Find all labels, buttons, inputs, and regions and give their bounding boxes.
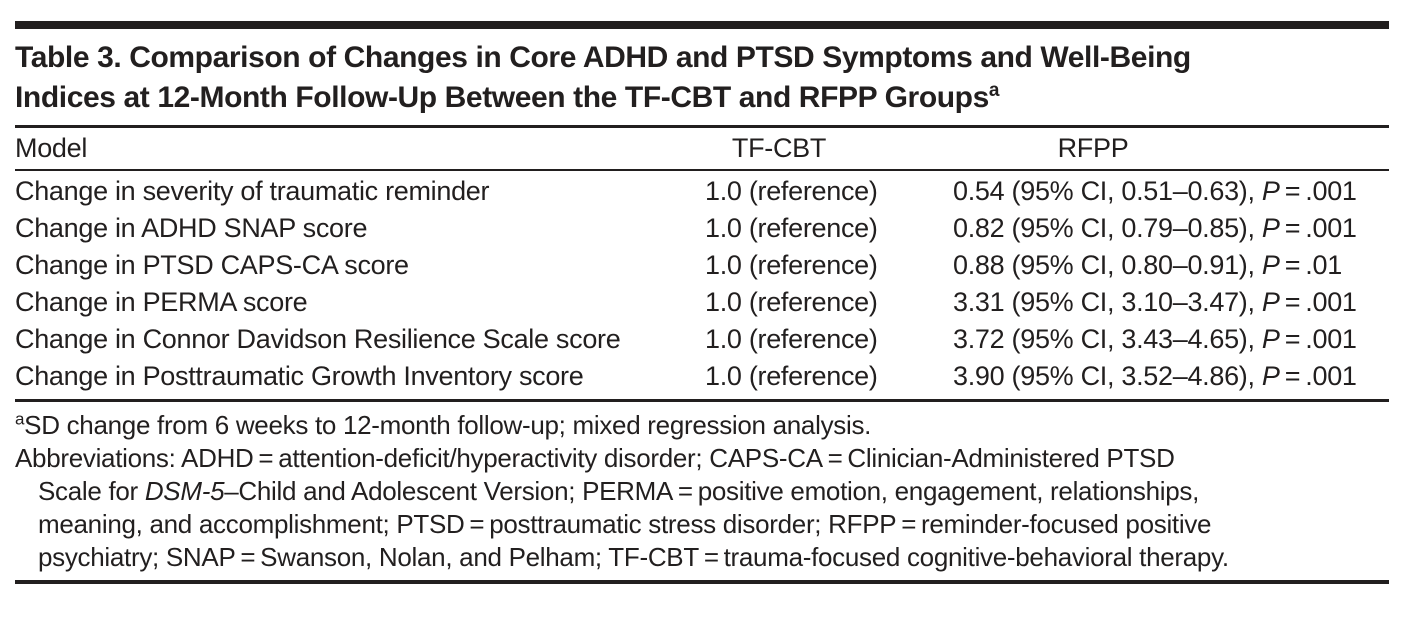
text-segment: –Child and Adolescent Version; PERMA = p… <box>224 476 1200 506</box>
text-segment: P <box>1261 250 1280 280</box>
text-segment: meaning, and accomplishment; PTSD = post… <box>38 509 1212 539</box>
cell-model: Change in PTSD CAPS-CA score <box>15 250 409 280</box>
table-figure: Table 3. Comparison of Changes in Core A… <box>15 21 1389 584</box>
table-header-row: Model TF-CBT RFPP <box>15 128 1389 169</box>
text-segment: = .001 <box>1279 213 1357 243</box>
cell-model: Change in Connor Davidson Resilience Sca… <box>15 324 621 354</box>
text-segment: 3.31 (95% CI, 3.10–3.47), <box>953 287 1262 317</box>
footnote-line: Abbreviations: ADHD = attention-deficit/… <box>15 442 1389 475</box>
column-header-tfcbt-cell: TF-CBT <box>705 133 953 164</box>
text-segment: P <box>1261 213 1280 243</box>
text-segment: 0.54 (95% CI, 0.51–0.63), <box>953 176 1262 206</box>
table-row: Change in severity of traumatic reminder… <box>15 173 1389 210</box>
text-segment: DSM-5 <box>144 476 225 506</box>
footnotes: aSD change from 6 weeks to 12-month foll… <box>15 409 1389 574</box>
text-segment: 0.82 (95% CI, 0.79–0.85), <box>953 213 1262 243</box>
table-row: Change in Connor Davidson Resilience Sca… <box>15 321 1389 358</box>
column-header-rfpp-cell: RFPP <box>953 133 1389 164</box>
text-segment: 0.88 (95% CI, 0.80–0.91), <box>953 250 1262 280</box>
title-footnote-marker: a <box>988 80 1000 101</box>
title-line-1: Table 3. Comparison of Changes in Core A… <box>15 41 1191 74</box>
cell-tfcbt: 1.0 (reference) <box>705 250 878 280</box>
cell-tfcbt: 1.0 (reference) <box>705 287 878 317</box>
bottom-rule <box>15 580 1389 584</box>
column-header-rfpp: RFPP <box>1057 133 1129 163</box>
text-segment: Abbreviations: ADHD = attention-deficit/… <box>15 443 1175 473</box>
text-segment: = .01 <box>1279 250 1343 280</box>
cell-model: Change in PERMA score <box>15 287 308 317</box>
cell-model: Change in Posttraumatic Growth Inventory… <box>15 361 584 391</box>
cell-rfpp: 0.88 (95% CI, 0.80–0.91), P = .01 <box>953 250 1389 281</box>
text-segment: Scale for <box>38 476 145 506</box>
cell-tfcbt: 1.0 (reference) <box>705 176 878 206</box>
text-segment: = .001 <box>1279 176 1357 206</box>
cell-rfpp: 3.72 (95% CI, 3.43–4.65), P = .001 <box>953 324 1389 355</box>
table-body: Change in severity of traumatic reminder… <box>15 171 1389 399</box>
text-segment: 3.72 (95% CI, 3.43–4.65), <box>953 324 1262 354</box>
rule-below-title <box>15 125 1389 128</box>
column-header-tfcbt: TF-CBT <box>731 133 827 163</box>
title-line-2: Indices at 12-Month Follow-Up Between th… <box>15 81 989 114</box>
cell-rfpp: 0.82 (95% CI, 0.79–0.85), P = .001 <box>953 213 1389 244</box>
rule-below-header <box>15 169 1389 171</box>
cell-model: Change in ADHD SNAP score <box>15 213 368 243</box>
table-row: Change in PERMA score 1.0 (reference) 3.… <box>15 284 1389 321</box>
footnote-line: psychiatry; SNAP = Swanson, Nolan, and P… <box>15 541 1389 574</box>
top-rule-thick <box>15 21 1389 29</box>
footnote-line: aSD change from 6 weeks to 12-month foll… <box>15 409 1389 442</box>
cell-tfcbt: 1.0 (reference) <box>705 213 878 243</box>
text-segment: psychiatry; SNAP = Swanson, Nolan, and P… <box>38 542 1229 572</box>
cell-rfpp: 3.31 (95% CI, 3.10–3.47), P = .001 <box>953 287 1389 318</box>
text-segment: P <box>1261 176 1280 206</box>
table-row: Change in Posttraumatic Growth Inventory… <box>15 358 1389 395</box>
rule-below-body <box>15 399 1389 402</box>
text-segment: P <box>1261 361 1280 391</box>
cell-rfpp: 0.54 (95% CI, 0.51–0.63), P = .001 <box>953 176 1389 207</box>
text-segment: = .001 <box>1279 287 1357 317</box>
text-segment: P <box>1261 324 1280 354</box>
table-row: Change in ADHD SNAP score 1.0 (reference… <box>15 210 1389 247</box>
table-row: Change in PTSD CAPS-CA score 1.0 (refere… <box>15 247 1389 284</box>
text-segment: 3.90 (95% CI, 3.52–4.86), <box>953 361 1262 391</box>
cell-model: Change in severity of traumatic reminder <box>15 176 490 206</box>
text-segment: = .001 <box>1279 361 1357 391</box>
text-segment: P <box>1261 287 1280 317</box>
cell-tfcbt: 1.0 (reference) <box>705 324 878 354</box>
footnote-line: Scale for DSM-5–Child and Adolescent Ver… <box>15 475 1389 508</box>
cell-tfcbt: 1.0 (reference) <box>705 361 878 391</box>
cell-rfpp: 3.90 (95% CI, 3.52–4.86), P = .001 <box>953 361 1389 392</box>
column-header-model: Model <box>15 133 88 163</box>
text-segment: = .001 <box>1279 324 1357 354</box>
footnote-line: meaning, and accomplishment; PTSD = post… <box>15 508 1389 541</box>
text-segment: SD change from 6 weeks to 12-month follo… <box>24 410 872 440</box>
text-segment: a <box>15 409 25 429</box>
table-title: Table 3. Comparison of Changes in Core A… <box>15 38 1389 118</box>
